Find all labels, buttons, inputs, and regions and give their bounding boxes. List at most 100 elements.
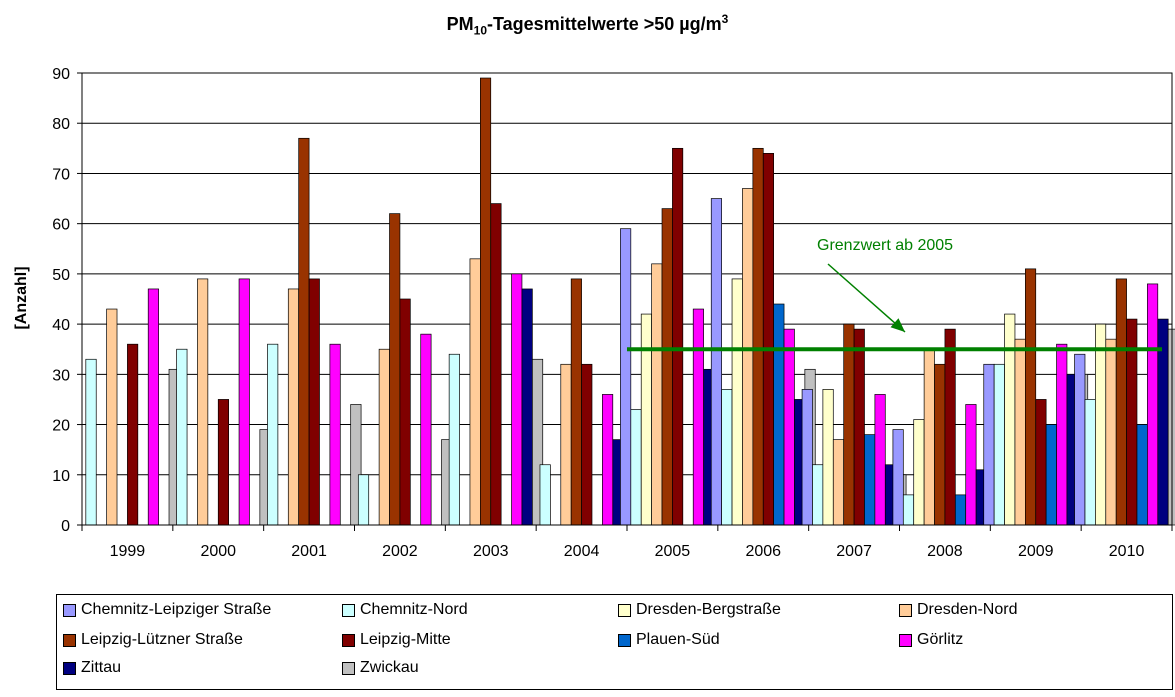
bar-2005-8 [692,308,704,526]
bar-2000-2 [176,348,188,526]
legend-label: Leipzig-Lützner Straße [81,631,243,648]
bar-2003-2 [448,353,460,526]
bar-2007-4 [832,439,845,526]
bar-2003-9 [521,288,533,526]
bar-2006-5 [752,147,764,526]
legend-item-2: Chemnitz-Nord [342,598,468,622]
bar-2005-3 [640,313,652,526]
bar-2002-4 [378,348,390,526]
bar-2008-5 [934,363,946,526]
x-tick-2008: 2008 [927,543,963,560]
bar-2006-1 [710,198,722,526]
x-tick-2010: 2010 [1109,543,1145,560]
legend-item-3: Dresden-Bergstraße [618,598,781,622]
x-tick-2004: 2004 [564,543,600,560]
legend-swatch [342,633,355,647]
legend-swatch [63,633,76,647]
bar-2007-5 [843,323,855,526]
bar-2005-1 [620,228,632,526]
bar-2010-1 [1074,353,1086,526]
legend-item-8: Görlitz [899,628,963,652]
bar-2007-3 [822,389,834,526]
bar-2002-6 [399,298,411,526]
bar-2006-2 [721,389,733,526]
legend: Chemnitz-Leipziger Straße Chemnitz-Nord Dr… [56,594,1173,690]
bar-2002-5 [389,213,401,526]
bar-2004-8 [602,394,614,526]
bar-2003-6 [490,203,502,526]
legend-label: Chemnitz-Leipziger Straße [81,601,272,618]
x-tick-2001: 2001 [291,543,327,560]
x-tick-2000: 2000 [200,543,236,560]
legend-swatch [618,633,631,647]
bar-2001-2 [267,343,279,526]
bar-2010-8 [1147,283,1159,526]
bar-2008-4 [923,348,935,526]
bar-2006-8 [783,328,795,526]
legend-swatch [63,603,76,617]
legend-label: Dresden-Bergstraße [636,601,781,618]
legend-item-5: Leipzig-Lützner Straße [63,628,243,652]
y-tick-80: 80 [52,116,70,133]
x-tick-2003: 2003 [473,543,509,560]
bar-2001-6 [308,278,320,526]
bar-2000-8 [238,278,250,526]
bar-2001-5 [298,137,310,526]
bar-2009-7 [1045,424,1057,526]
bar-2004-2 [539,464,551,526]
bar-2006-7 [773,303,785,526]
y-tick-10: 10 [52,468,70,485]
bar-2008-7 [954,494,967,526]
bar-2002-8 [420,333,432,526]
bar-2009-3 [1004,313,1016,526]
bar-2006-3 [731,278,743,526]
y-tick-0: 0 [61,518,70,535]
bar-1999-6 [127,343,139,526]
y-tick-60: 60 [52,217,70,234]
y-tick-20: 20 [52,418,70,435]
bar-1999-2 [85,358,97,526]
bar-2001-8 [329,343,341,526]
legend-label: Chemnitz-Nord [360,601,468,618]
x-tick-2006: 2006 [745,543,781,560]
bar-2003-5 [480,77,492,526]
bar-2005-2 [630,409,642,526]
bar-2008-1 [892,429,904,526]
annotation-arrow [827,263,906,333]
x-tick-2005: 2005 [655,543,691,560]
legend-item-4: Dresden-Nord [899,598,1017,622]
legend-item-6: Leipzig-Mitte [342,628,451,652]
bar-2003-4 [469,258,481,526]
legend-label: Dresden-Nord [917,601,1018,618]
bar-2009-6 [1035,399,1047,526]
bar-2007-2 [812,464,824,526]
chart-plot: 1999 2000 2001 2002 2003 2004 2005 2006 2007 2008… [13,66,1175,560]
x-tick-2002: 2002 [382,543,418,560]
legend-item-7: Plauen-Süd [618,628,720,652]
reference-line-label: Grenzwert ab 2005 [817,237,953,254]
bar-2001-4 [287,288,300,526]
y-tick-70: 70 [52,166,70,183]
bar-1999-4 [106,308,118,526]
bar-2000-4 [197,278,209,526]
bar-2010-5 [1115,278,1127,526]
bar-2004-4 [560,363,572,526]
bar-2007-8 [874,394,886,526]
bar-2009-5 [1024,268,1037,526]
bar-2004-6 [581,363,593,526]
y-tick-90: 90 [52,66,70,83]
bar-2010-3 [1095,323,1107,526]
legend-item-10: Zwickau [342,656,419,680]
legend-item-1: Chemnitz-Leipziger Straße [63,598,271,622]
bar-2008-2 [902,494,915,526]
bar-2009-1 [983,363,995,526]
bar-2009-2 [993,363,1005,526]
bar-2006-6 [762,153,774,526]
legend-label: Görlitz [917,631,964,648]
bar-2010-7 [1136,424,1148,526]
bar-2007-6 [853,328,865,526]
chart-title: PM10-Tagesmittelwerte >50 µg/m3 [446,12,729,38]
bar-2010-2 [1084,399,1096,526]
legend-swatch [899,603,912,617]
bar-2008-3 [913,419,925,526]
